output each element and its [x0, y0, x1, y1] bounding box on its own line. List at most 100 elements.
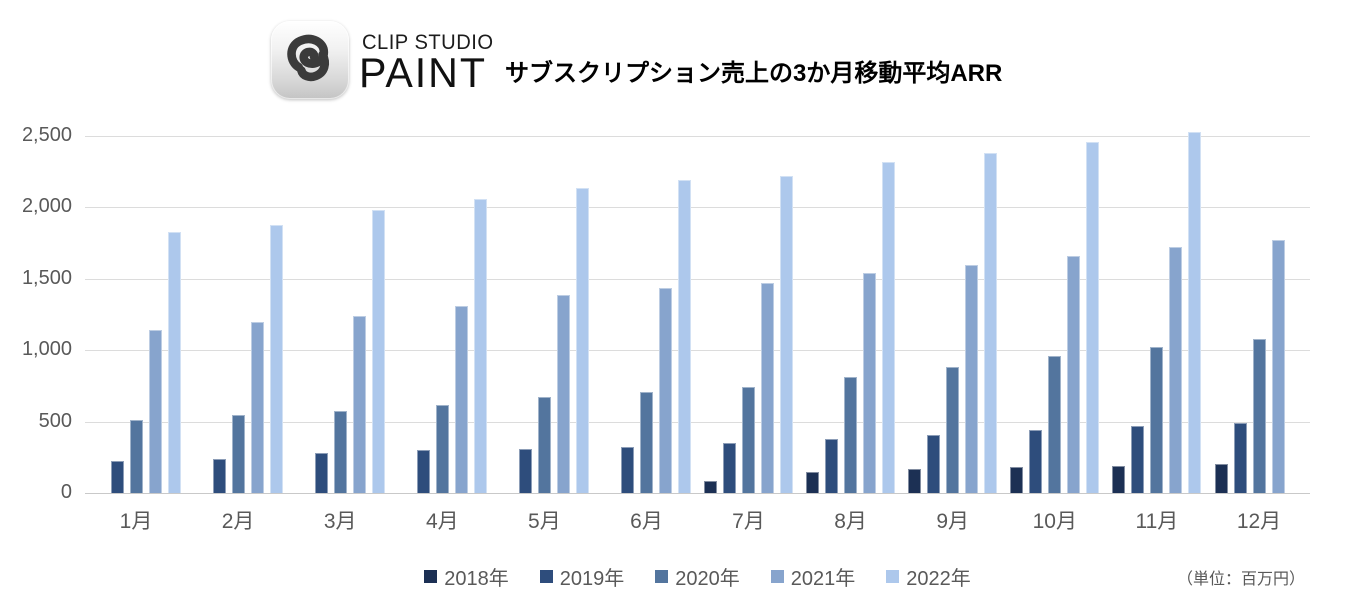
bar-2022年-10月	[1086, 141, 1100, 493]
bar-2022年-6月	[678, 180, 691, 493]
legend-swatch-icon	[886, 569, 900, 583]
gridline	[85, 136, 1310, 137]
bar-2020年-12月	[1252, 338, 1266, 493]
bar-2018年-8月	[806, 472, 820, 493]
clip-studio-swan-icon	[287, 34, 330, 82]
x-axis-label-12月: 12月	[1236, 510, 1282, 533]
bar-2018年-10月	[1010, 467, 1024, 493]
x-axis-label-1月: 1月	[119, 510, 153, 533]
legend-label: 2021年	[790, 567, 856, 590]
gridline	[85, 279, 1310, 280]
bar-2020年-10月	[1048, 355, 1062, 493]
y-axis-tick-label: 500	[38, 410, 72, 433]
bar-2019年-11月	[1131, 425, 1145, 493]
bar-2019年-9月	[927, 434, 941, 493]
bar-2019年-8月	[825, 438, 839, 493]
bar-2021年-1月	[148, 329, 162, 493]
legend-label: 2019年	[559, 567, 625, 590]
clip-studio-paint-logo	[271, 21, 349, 99]
x-axis-label-3月: 3月	[323, 510, 357, 533]
bar-2021年-8月	[863, 273, 877, 493]
legend-label: 2020年	[675, 567, 740, 590]
bar-2019年-7月	[723, 443, 736, 493]
bar-2022年-1月	[167, 231, 181, 493]
bar-2019年-4月	[416, 450, 430, 493]
bar-2022年-9月	[984, 153, 998, 493]
bar-2021年-7月	[761, 283, 774, 493]
bar-2019年-2月	[212, 458, 226, 493]
x-axis-label-11月: 11月	[1135, 510, 1179, 533]
legend-item-2018年: 2018年	[424, 562, 509, 591]
bar-2022年-3月	[371, 209, 385, 493]
bar-2022年-8月	[882, 162, 896, 493]
bar-2021年-2月	[250, 322, 264, 493]
bar-2020年-9月	[946, 367, 960, 493]
bar-2022年-4月	[473, 198, 487, 493]
bar-2020年-3月	[333, 410, 347, 493]
bar-2019年-1月	[110, 460, 124, 493]
bar-2018年-11月	[1112, 465, 1126, 493]
gridline	[85, 350, 1310, 351]
bar-2019年-6月	[621, 446, 634, 493]
y-axis-tick-label: 2,500	[21, 124, 72, 147]
legend-swatch-icon	[424, 569, 438, 583]
bar-2018年-12月	[1214, 463, 1228, 493]
bar-2020年-6月	[640, 391, 653, 493]
bar-2019年-5月	[518, 448, 532, 493]
x-axis-label-9月: 9月	[936, 510, 970, 533]
bar-2022年-7月	[780, 176, 793, 493]
bar-2021年-4月	[454, 305, 468, 493]
bar-2021年-10月	[1067, 256, 1081, 493]
gridline	[85, 422, 1310, 423]
legend-label: 2018年	[444, 567, 509, 590]
bar-2020年-4月	[435, 404, 449, 493]
bar-2018年-9月	[908, 469, 922, 493]
x-axis-label-4月: 4月	[425, 510, 459, 533]
chart-title: サブスクリプション売上の3か月移動平均ARR	[505, 60, 1003, 87]
x-axis-label-10月: 10月	[1032, 510, 1077, 533]
legend-swatch-icon	[770, 569, 784, 583]
bar-2020年-11月	[1150, 347, 1164, 493]
bar-2019年-3月	[314, 453, 328, 493]
brand-clip-studio: CLIP STUDIO	[362, 31, 494, 54]
gridline	[85, 207, 1310, 208]
y-axis-tick-label: 1,000	[21, 338, 72, 361]
bar-2019年-10月	[1029, 430, 1043, 493]
legend-item-2022年: 2022年	[886, 562, 971, 591]
x-axis-label-6月: 6月	[630, 510, 663, 533]
unit-note: （単位：百万円）	[1176, 571, 1305, 588]
bar-2022年-5月	[575, 188, 589, 493]
legend-item-2019年: 2019年	[539, 562, 625, 591]
y-axis-tick-label: 2,000	[21, 195, 72, 218]
gridline	[85, 493, 1310, 494]
legend-swatch-icon	[655, 569, 669, 583]
bar-2021年-3月	[352, 315, 366, 493]
bar-2020年-1月	[129, 419, 143, 493]
x-axis-label-2月: 2月	[221, 510, 255, 533]
x-axis-label-8月: 8月	[834, 510, 867, 533]
x-axis-label-5月: 5月	[528, 510, 561, 533]
bar-2021年-12月	[1271, 240, 1285, 493]
chart-legend: 2018年 2019年 2020年 2021年 2022年	[85, 562, 1310, 591]
bar-2018年-7月	[704, 480, 717, 493]
legend-item-2021年: 2021年	[770, 562, 856, 591]
bar-2020年-7月	[742, 387, 755, 493]
legend-item-2020年: 2020年	[655, 562, 740, 591]
x-axis-label-7月: 7月	[732, 510, 765, 533]
bar-2022年-2月	[269, 224, 283, 493]
y-axis-tick-label: 0	[60, 481, 72, 504]
y-axis-tick-label: 1,500	[21, 267, 72, 290]
brand-paint: PAINT	[359, 49, 487, 96]
bar-2020年-2月	[231, 414, 245, 493]
bar-2021年-5月	[556, 294, 570, 493]
bar-2021年-11月	[1169, 247, 1183, 493]
bar-2021年-9月	[965, 264, 979, 493]
bar-2019年-12月	[1233, 423, 1247, 493]
legend-swatch-icon	[539, 569, 553, 583]
bar-2021年-6月	[659, 288, 672, 493]
legend-label: 2022年	[906, 567, 971, 590]
bar-2020年-5月	[537, 397, 551, 493]
bar-2022年-11月	[1188, 132, 1202, 493]
